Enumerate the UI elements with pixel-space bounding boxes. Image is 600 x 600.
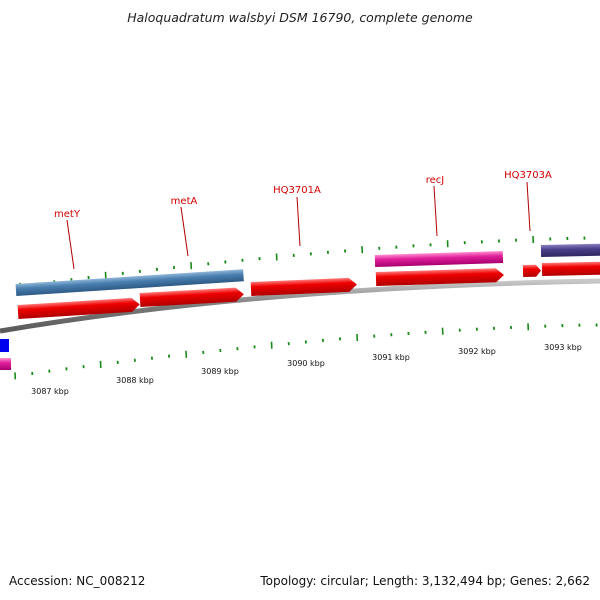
cds-metA-arrow <box>139 287 244 307</box>
cds-right-arrow <box>541 261 600 276</box>
kbp-label-3092: 3092 kbp <box>458 347 496 356</box>
gene-blue-block <box>0 339 9 352</box>
cds-recJ-arrow <box>375 268 504 286</box>
map-title: Haloquadratum walsbyi DSM 16790, complet… <box>127 10 473 25</box>
gene-label-metY: metY <box>54 209 81 220</box>
leader-recJ <box>433 185 438 237</box>
accession-text: Accession: NC_008212 <box>9 574 146 588</box>
genome-backbone <box>0 278 600 334</box>
gene-recJ-bar <box>374 250 504 267</box>
gene-magenta-block <box>0 358 11 370</box>
gene-purple-bar <box>540 243 600 257</box>
gene-label-recJ: recJ <box>426 175 445 186</box>
kbp-label-3089: 3089 kbp <box>201 367 239 376</box>
cds-hq3703a-arrow <box>522 264 541 277</box>
leader-hq3701a <box>296 196 301 247</box>
kbp-label-3088: 3088 kbp <box>116 376 154 385</box>
gene-label-metA: metA <box>171 196 198 207</box>
outer-tick-row <box>19 235 586 290</box>
leader-metA <box>180 206 189 257</box>
kbp-label-3090: 3090 kbp <box>287 359 325 368</box>
gene-label-hq3701a: HQ3701A <box>273 185 321 196</box>
cds-metY-arrow <box>17 297 140 319</box>
gene-label-hq3703a: HQ3703A <box>504 170 552 181</box>
leader-hq3703a <box>526 181 531 232</box>
genome-summary-text: Topology: circular; Length: 3,132,494 bp… <box>260 574 590 588</box>
kbp-label-3087: 3087 kbp <box>31 387 69 396</box>
gene-metY-bar <box>15 269 244 296</box>
cds-hq3701a-arrow <box>250 277 357 296</box>
inner-tick-row <box>14 323 598 380</box>
kbp-label-3091: 3091 kbp <box>372 353 410 362</box>
leader-metY <box>66 219 75 270</box>
kbp-label-3093: 3093 kbp <box>544 343 582 352</box>
